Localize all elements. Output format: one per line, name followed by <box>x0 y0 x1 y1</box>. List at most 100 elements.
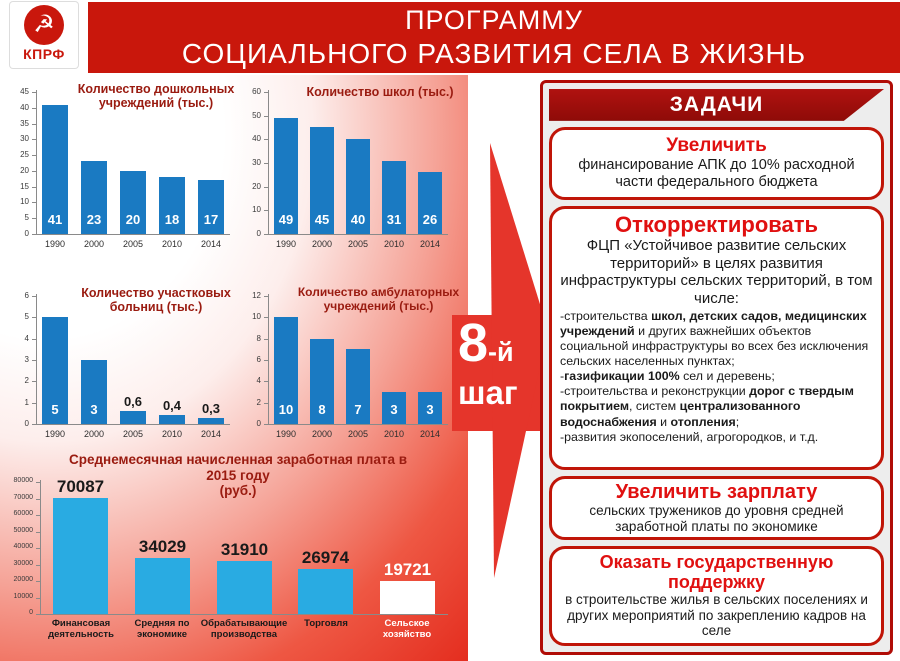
bar-value-label: 3 <box>390 402 398 417</box>
y-tick-mark <box>32 424 36 425</box>
x-category-label: Средняя по экономике <box>134 618 190 640</box>
bar-value-label: 5 <box>51 402 59 417</box>
tasks-header: ЗАДАЧИ <box>549 89 884 121</box>
chart-kindergartens: Количество дошкольных учреждений (тыс.) 4… <box>10 82 240 258</box>
y-tick-mark <box>32 92 36 93</box>
bar-value-label: 3 <box>426 402 434 417</box>
bar <box>274 317 298 424</box>
task-box-increase-financing: Увеличить финансирование АПК до 10% расх… <box>549 126 884 200</box>
y-tick-mark <box>36 548 40 549</box>
y-tick-label: 10 <box>20 197 29 207</box>
bar <box>418 172 442 234</box>
y-tick-label: 60000 <box>13 510 33 517</box>
y-tick-mark <box>32 107 36 109</box>
y-tick-label: 25 <box>20 150 29 160</box>
x-category-label: 1990 <box>44 239 66 249</box>
bar-value-label: 17 <box>203 212 219 227</box>
y-tick-label: 3 <box>24 355 29 364</box>
bar-value-label: 0,3 <box>201 401 221 416</box>
step-suffix: -й <box>488 337 514 367</box>
kprf-logo: ☭ КПРФ <box>10 2 78 68</box>
logo-text: КПРФ <box>23 46 65 62</box>
bar <box>81 161 107 234</box>
x-category-label: 2005 <box>347 429 369 439</box>
y-tick-mark <box>32 186 36 188</box>
bar <box>346 139 370 234</box>
y-tick-label: 8 <box>256 333 261 343</box>
bar <box>298 569 353 614</box>
task-title: Откорректировать <box>614 211 819 237</box>
y-tick-mark <box>32 139 36 141</box>
y-tick-mark <box>264 163 268 164</box>
x-category-label: Торговля <box>304 618 348 629</box>
y-tick-mark <box>36 515 40 516</box>
x-category-label: 1990 <box>275 239 297 249</box>
y-tick-label: 20 <box>252 181 261 191</box>
y-tick-mark <box>32 317 36 319</box>
y-tick-label: 0 <box>29 609 33 616</box>
bar <box>42 317 68 424</box>
y-tick-label: 0 <box>24 229 29 238</box>
task-body: сельских тружеников до уровня средней за… <box>589 503 844 534</box>
x-category-label: 2010 <box>161 429 183 439</box>
y-axis-line <box>36 90 37 234</box>
x-category-label: Обрабатывающие производства <box>200 618 288 640</box>
x-category-label: 2014 <box>200 239 222 249</box>
y-tick-label: 70000 <box>13 493 33 501</box>
step-arrow <box>452 143 548 578</box>
y-tick-mark <box>32 381 36 383</box>
y-tick-mark <box>36 482 40 483</box>
bar-value-label: 18 <box>164 212 180 227</box>
bar-value-label: 31 <box>386 212 402 227</box>
bar <box>418 392 442 424</box>
y-tick-mark <box>32 155 36 157</box>
bar <box>159 177 185 234</box>
task-body: в строительстве жилья в сельских поселен… <box>565 592 868 639</box>
bar <box>120 171 146 234</box>
y-tick-mark <box>264 92 268 93</box>
bar <box>120 411 146 424</box>
y-tick-mark <box>36 531 40 533</box>
y-tick-label: 4 <box>24 333 29 343</box>
task-box-correct-program: Откорректировать ФЦП «Устойчивое развити… <box>549 205 884 470</box>
y-tick-mark <box>264 115 268 117</box>
bar <box>380 581 435 614</box>
y-tick-label: 30 <box>20 134 29 144</box>
y-tick-mark <box>32 170 36 172</box>
bar-value-label: 49 <box>278 212 294 227</box>
y-tick-label: 4 <box>256 376 261 386</box>
y-tick-label: 5 <box>24 312 29 322</box>
bar-value-label: 26 <box>422 212 438 227</box>
bar-value-label: 70087 <box>56 477 105 496</box>
step-label: 8-й шаг <box>458 316 542 412</box>
y-tick-label: 2 <box>256 397 261 407</box>
bar <box>310 127 334 234</box>
bar <box>81 360 107 424</box>
bar <box>274 118 298 234</box>
y-tick-mark <box>32 296 36 297</box>
task-title: Оказать государственную поддержку <box>599 551 834 592</box>
task-intro: ФЦП «Устойчивое развитие сельских террит… <box>560 236 873 308</box>
y-tick-label: 5 <box>24 213 29 223</box>
y-tick-mark <box>36 581 40 582</box>
y-tick-mark <box>32 234 36 235</box>
y-axis-line <box>40 480 41 614</box>
step-word: шаг <box>458 374 518 412</box>
y-tick-label: 6 <box>256 355 261 364</box>
bar-value-label: 34029 <box>138 537 187 556</box>
x-axis-line <box>36 424 230 425</box>
x-category-label: 2010 <box>383 239 405 249</box>
x-category-label: 2000 <box>83 239 105 249</box>
y-tick-mark <box>264 296 268 297</box>
bar-value-label: 19721 <box>383 560 432 579</box>
step-arrow-head <box>490 143 548 578</box>
y-tick-label: 30000 <box>13 559 33 567</box>
x-axis-line <box>268 424 448 425</box>
y-tick-mark <box>264 338 268 340</box>
chart-title: Количество амбулаторных учреждений (тыс.… <box>297 285 460 313</box>
chart-title: Количество школ (тыс.) <box>306 85 454 99</box>
bar-value-label: 20 <box>125 212 141 227</box>
y-tick-mark <box>264 317 268 319</box>
y-tick-mark <box>36 597 40 599</box>
